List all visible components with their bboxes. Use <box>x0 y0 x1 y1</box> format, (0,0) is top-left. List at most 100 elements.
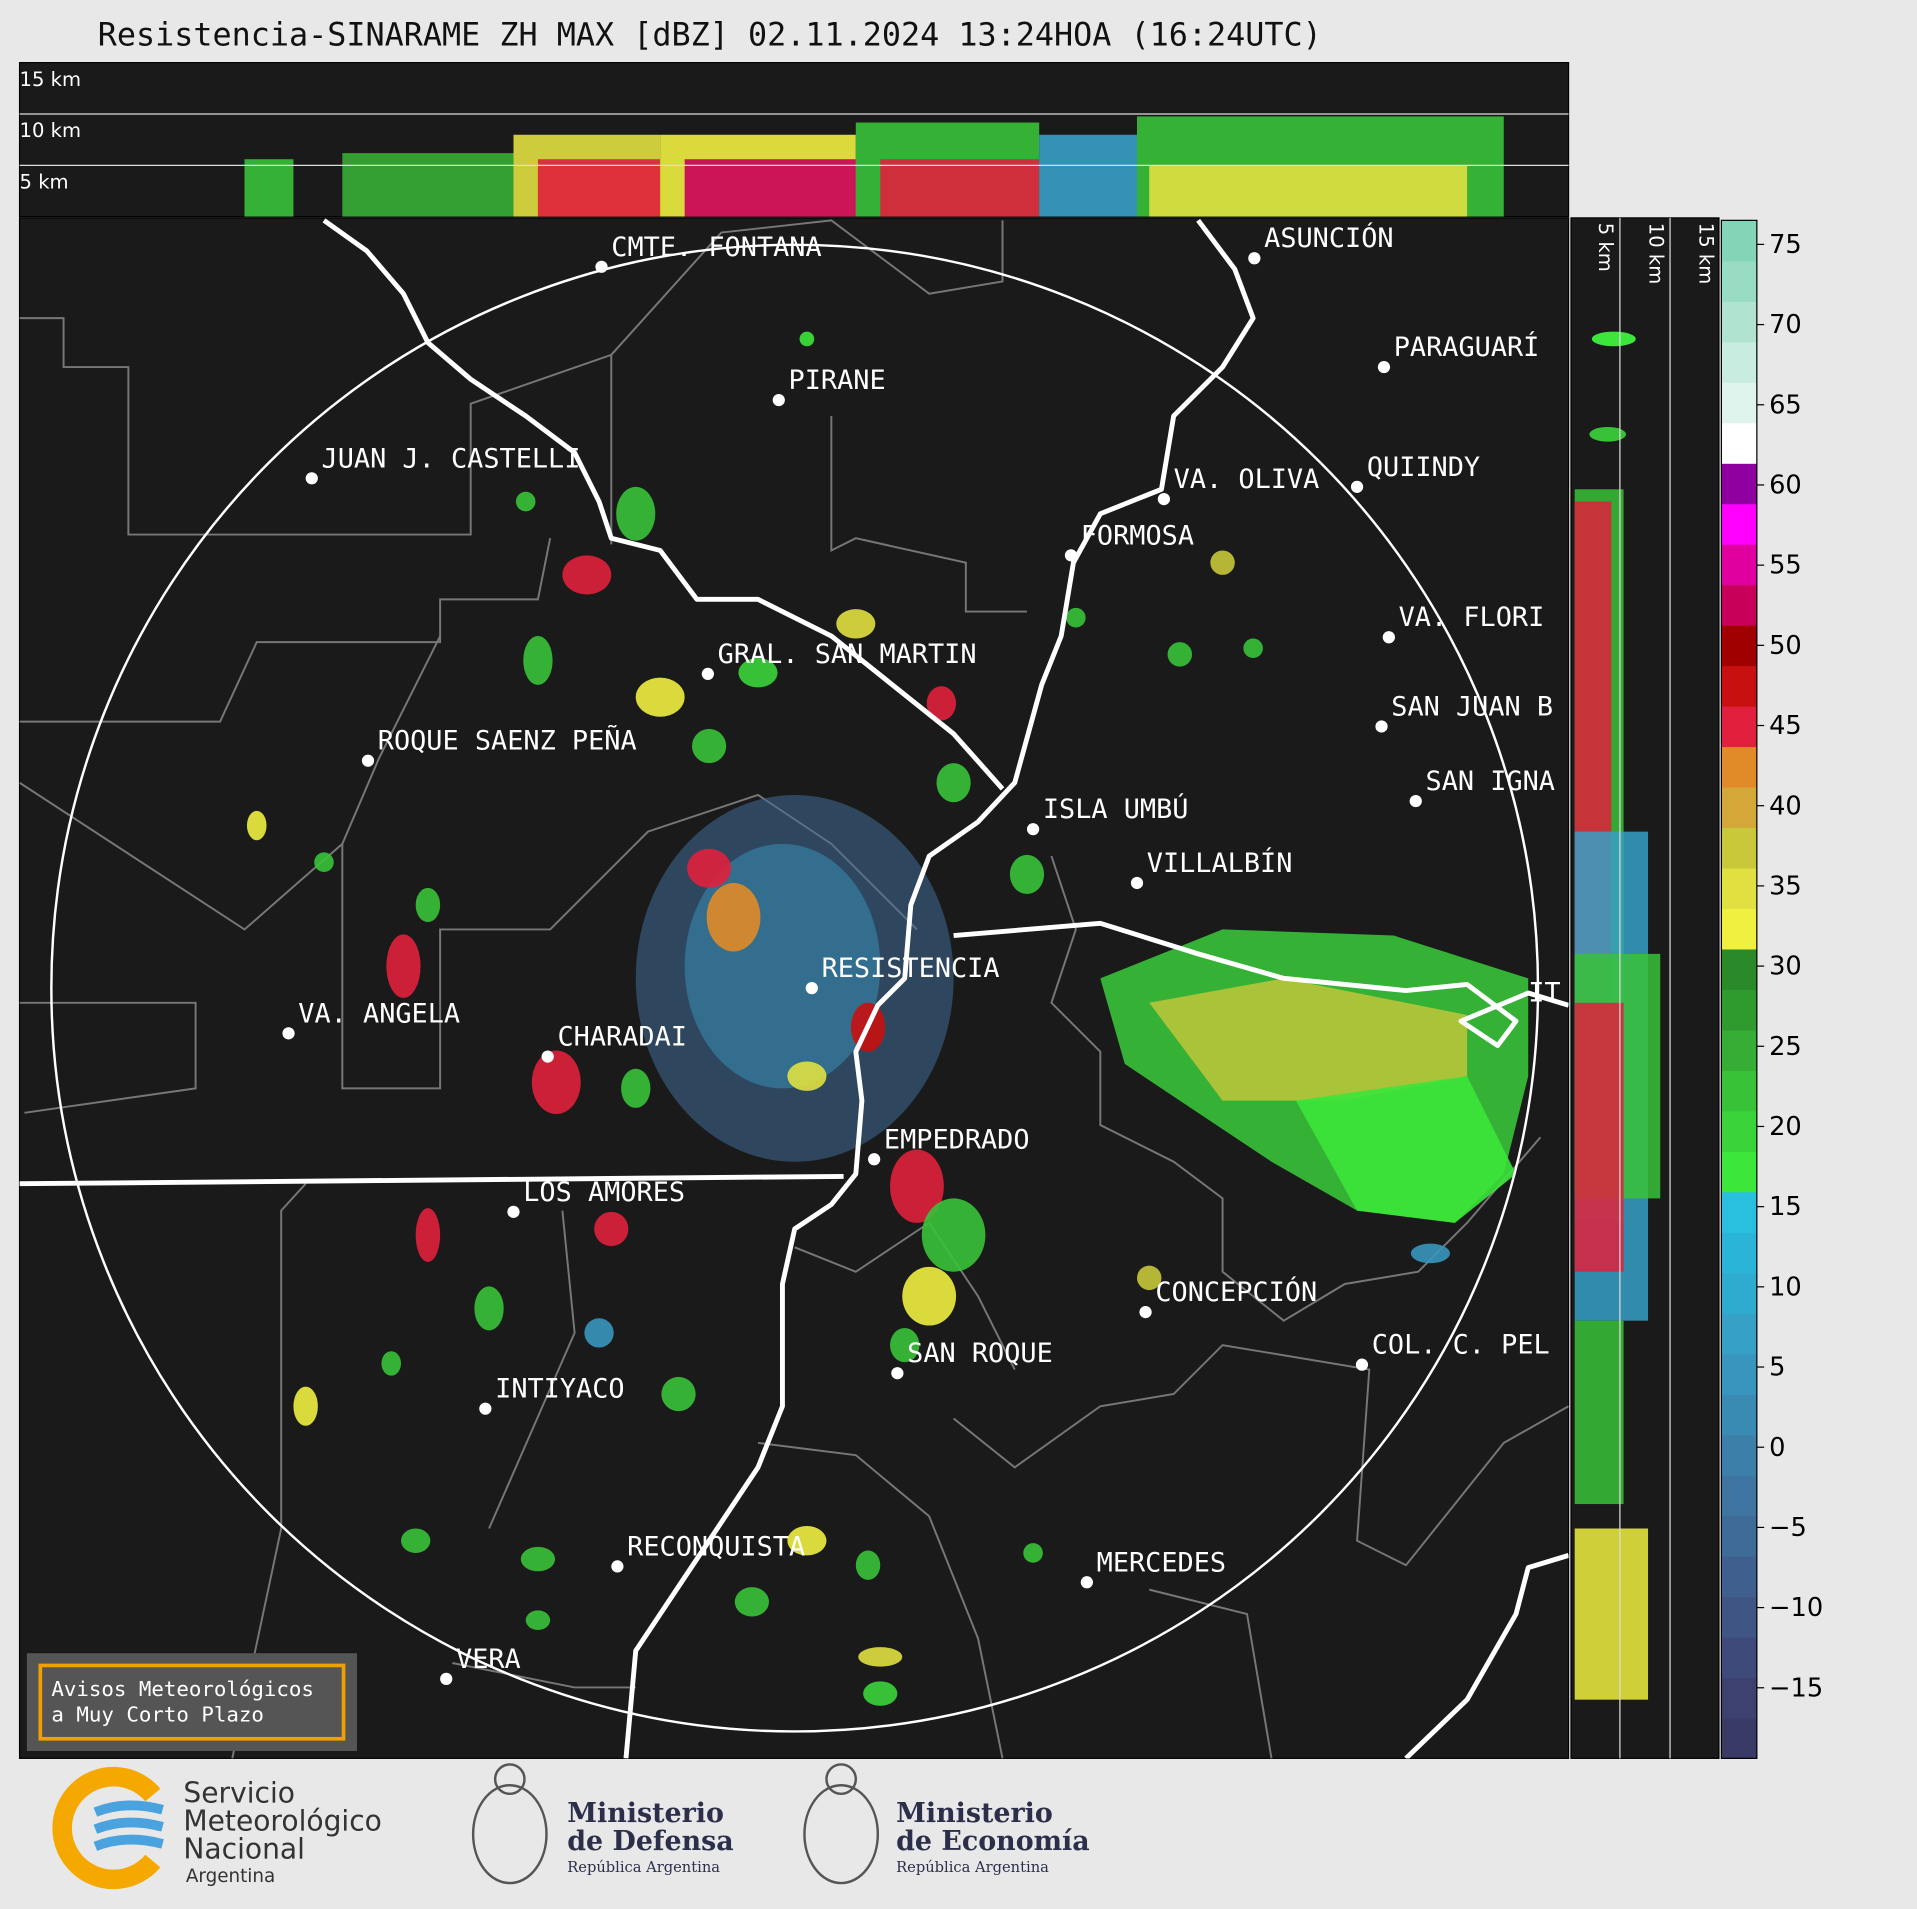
place-dot <box>1375 720 1388 733</box>
place-dot <box>701 667 714 681</box>
boundary <box>610 219 1004 356</box>
echo-cell <box>314 852 334 872</box>
boundary <box>1148 1588 1273 1759</box>
place-label: PIRANE <box>789 365 886 396</box>
colorbar-segment <box>1721 1717 1757 1759</box>
boundary <box>757 1441 1004 1759</box>
colorbar-segment <box>1721 1070 1757 1112</box>
echo-cell <box>1066 607 1086 628</box>
profile-echo <box>342 153 514 217</box>
height-label: 15 km <box>1694 223 1717 284</box>
emblem <box>803 1784 880 1885</box>
height-label: 5 km <box>20 171 69 194</box>
colorbar-tick-label: 5 <box>1769 1353 1785 1383</box>
boundary <box>19 538 552 723</box>
place-dot <box>1382 631 1395 644</box>
place-label: IT <box>1528 978 1560 1009</box>
echo-cell <box>890 1327 920 1363</box>
colorbar-segment <box>1721 706 1757 748</box>
place-label: SAN JUAN B <box>1391 691 1553 722</box>
echo-cell <box>293 1386 318 1426</box>
profile-echo <box>880 159 1040 217</box>
colorbar-tick-label: 45 <box>1769 711 1802 741</box>
echo-cell <box>523 636 553 685</box>
colorbar-tick-label: 75 <box>1769 230 1802 260</box>
colorbar-segment <box>1721 584 1757 626</box>
echo-cell <box>1210 550 1235 575</box>
place-label: CONCEPCIÓN <box>1155 1276 1317 1308</box>
colorbar-segment <box>1721 1394 1757 1436</box>
echo-cell <box>687 848 732 888</box>
place-label: CMTE. FONTANA <box>611 232 821 263</box>
echo-cell <box>1410 1243 1450 1264</box>
place-dot <box>305 472 318 485</box>
place-label: VILLALBÍN <box>1147 847 1293 879</box>
emblem-sun <box>493 1763 526 1796</box>
place-dot <box>1139 1305 1152 1319</box>
top-profile-echo <box>244 116 1504 217</box>
echo-cell <box>936 763 971 803</box>
echo-cell <box>890 1149 944 1223</box>
place-label: ASUNCIÓN <box>1264 222 1393 254</box>
place-dot <box>1248 252 1261 265</box>
echo-cell <box>616 486 656 541</box>
place-dot <box>1130 876 1144 890</box>
emblem-sun <box>825 1763 858 1796</box>
height-label: 5 km <box>1594 223 1617 272</box>
colorbar-segment <box>1721 746 1757 788</box>
logo-text: Servicio <box>183 1776 295 1809</box>
colorbar-segment <box>1721 1475 1757 1517</box>
boundary <box>19 317 613 545</box>
place-label: SAN ROQUE <box>907 1338 1053 1369</box>
echo-cell <box>1023 1543 1043 1563</box>
colorbar-tick-label: 70 <box>1769 310 1802 340</box>
profile-echo <box>1574 1320 1624 1505</box>
notice-text: Avisos Meteorológicos <box>51 1677 314 1701</box>
colorbar-segment <box>1721 1596 1757 1638</box>
boundary <box>452 1662 636 1689</box>
colorbar-segment <box>1721 989 1757 1031</box>
profile-echo <box>684 159 856 217</box>
colorbar-segment <box>1721 625 1757 667</box>
echo-cell <box>738 658 778 688</box>
colorbar-segment <box>1721 827 1757 869</box>
places: CMTE. FONTANA PIRANE JUAN J. CASTELLI ASUNC… <box>282 222 1561 1685</box>
place-label: RESISTENCIA <box>822 953 1000 984</box>
echo-cell <box>863 1681 898 1706</box>
smn-logo: Servicio Meteorológico Nacional Argentin… <box>52 1766 382 1890</box>
colorbar-tick-label: 55 <box>1769 551 1802 581</box>
boundary <box>488 1210 576 1529</box>
echo-cell <box>246 810 267 841</box>
colorbar-segment <box>1721 463 1757 505</box>
place-dot <box>595 260 608 273</box>
profile-echo <box>1574 1002 1624 1272</box>
echo-band <box>1295 1076 1516 1223</box>
province-border <box>19 1173 844 1187</box>
colorbar-segment <box>1721 301 1757 343</box>
place-dot <box>1409 794 1422 808</box>
place-dot <box>479 1402 492 1415</box>
colorbar-tick-label: 0 <box>1769 1433 1785 1463</box>
place-label: ISLA UMBÚ <box>1043 793 1189 825</box>
place-label: FORMOSA <box>1081 520 1194 551</box>
echo-cell <box>734 1587 770 1617</box>
place-label: GRAL. SAN MARTIN <box>718 639 977 670</box>
echo-cell <box>902 1266 957 1326</box>
colorbar-tick-label: 20 <box>1769 1112 1802 1142</box>
colorbar-segment <box>1721 908 1757 950</box>
echo-cell <box>855 1550 881 1580</box>
colorbar-segment <box>1721 1313 1757 1355</box>
river <box>623 218 1256 1759</box>
logo-text: República Argentina <box>896 1859 1049 1876</box>
echo-cell <box>926 686 957 721</box>
place-dot <box>1377 360 1391 374</box>
colorbar-tick-label: 50 <box>1769 631 1802 661</box>
echo-cell <box>1167 642 1193 667</box>
profile-echo <box>1149 165 1468 217</box>
echo-cell <box>594 1211 629 1247</box>
colorbar-frame <box>1720 219 1758 1759</box>
echo-cell <box>386 934 421 998</box>
place-label: VA. FLORI <box>1399 602 1545 633</box>
